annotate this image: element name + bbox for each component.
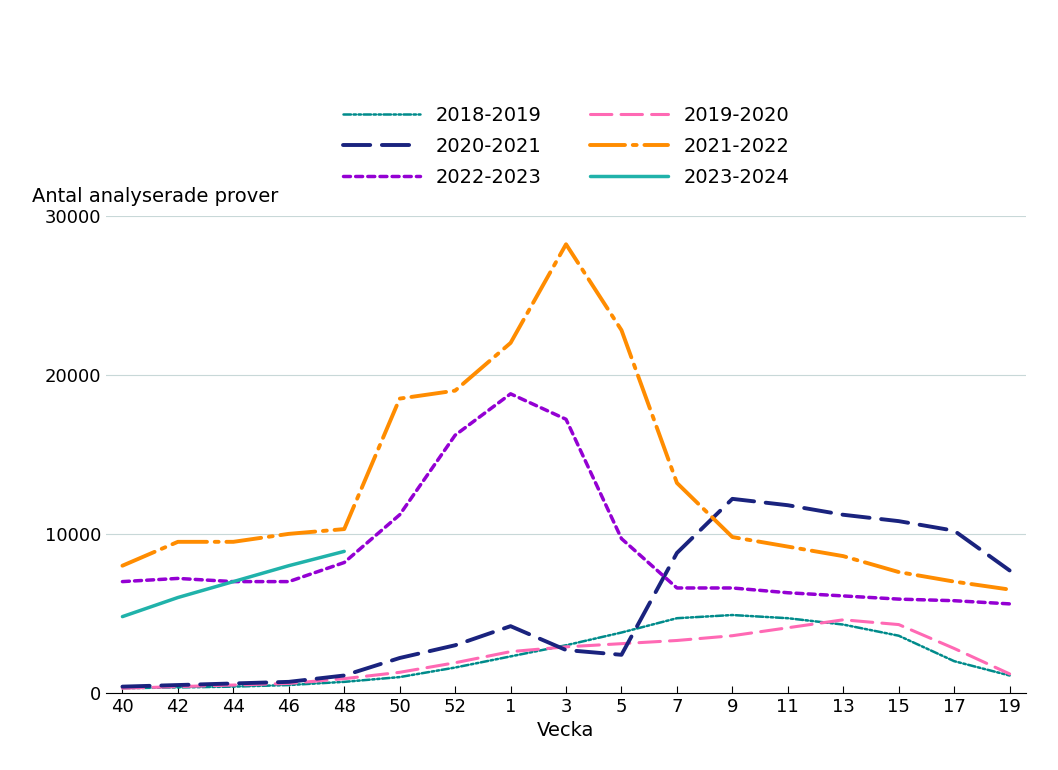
2020-2021 <box>1003 566 1016 575</box>
2022-2023 <box>892 594 905 604</box>
2022-2023 <box>615 534 627 544</box>
2021-2022 <box>227 537 240 547</box>
2023-2024 <box>171 593 184 602</box>
2021-2022 <box>505 338 517 347</box>
2018-2019 <box>560 641 572 650</box>
2022-2023 <box>282 577 295 586</box>
2018-2019 <box>837 620 850 629</box>
2020-2021 <box>505 621 517 631</box>
2022-2023 <box>227 577 240 586</box>
2019-2020 <box>227 681 240 690</box>
Legend: 2018-2019, 2020-2021, 2022-2023, 2019-2020, 2021-2022, 2023-2024: 2018-2019, 2020-2021, 2022-2023, 2019-20… <box>333 96 799 196</box>
X-axis label: Vecka: Vecka <box>537 721 595 741</box>
2021-2022 <box>892 567 905 577</box>
2021-2022 <box>338 524 350 534</box>
2020-2021 <box>726 494 738 504</box>
2019-2020 <box>505 647 517 656</box>
Line: 2022-2023: 2022-2023 <box>123 393 1009 604</box>
2019-2020 <box>782 623 795 632</box>
2020-2021 <box>449 641 461 650</box>
Text: Antal analyserade prover: Antal analyserade prover <box>32 187 278 206</box>
Line: 2021-2022: 2021-2022 <box>123 244 1009 590</box>
2020-2021 <box>282 678 295 687</box>
2018-2019 <box>615 628 627 637</box>
2018-2019 <box>449 663 461 672</box>
2019-2020 <box>948 644 961 653</box>
2020-2021 <box>892 517 905 526</box>
2018-2019 <box>1003 671 1016 680</box>
2020-2021 <box>171 681 184 690</box>
2018-2019 <box>782 614 795 623</box>
2022-2023 <box>171 574 184 583</box>
2023-2024 <box>338 547 350 556</box>
2021-2022 <box>449 386 461 395</box>
2020-2021 <box>615 650 627 659</box>
2020-2021 <box>394 654 406 663</box>
2021-2022 <box>782 542 795 551</box>
2018-2019 <box>282 681 295 690</box>
2020-2021 <box>338 671 350 680</box>
2022-2023 <box>560 415 572 424</box>
2021-2022 <box>282 529 295 538</box>
2020-2021 <box>671 548 683 557</box>
Line: 2020-2021: 2020-2021 <box>123 499 1009 687</box>
2021-2022 <box>837 551 850 561</box>
2020-2021 <box>227 679 240 688</box>
2022-2023 <box>394 511 406 520</box>
2020-2021 <box>560 645 572 654</box>
2021-2022 <box>726 532 738 541</box>
2022-2023 <box>449 430 461 440</box>
2022-2023 <box>671 584 683 593</box>
Line: 2023-2024: 2023-2024 <box>123 551 344 617</box>
2019-2020 <box>1003 669 1016 678</box>
2021-2022 <box>171 537 184 547</box>
2022-2023 <box>782 588 795 598</box>
2018-2019 <box>948 657 961 666</box>
2019-2020 <box>837 615 850 624</box>
2022-2023 <box>726 584 738 593</box>
2019-2020 <box>892 620 905 629</box>
2020-2021 <box>782 500 795 510</box>
2020-2021 <box>948 526 961 535</box>
2019-2020 <box>560 642 572 651</box>
2021-2022 <box>1003 585 1016 594</box>
Line: 2019-2020: 2019-2020 <box>123 620 1009 688</box>
2019-2020 <box>449 658 461 668</box>
2019-2020 <box>171 682 184 691</box>
2020-2021 <box>837 511 850 520</box>
2022-2023 <box>837 591 850 601</box>
2018-2019 <box>116 684 129 693</box>
2021-2022 <box>948 577 961 586</box>
2019-2020 <box>282 679 295 688</box>
2018-2019 <box>338 678 350 687</box>
2020-2021 <box>116 682 129 691</box>
2019-2020 <box>338 674 350 683</box>
2018-2019 <box>892 631 905 641</box>
2023-2024 <box>227 577 240 586</box>
2018-2019 <box>671 614 683 623</box>
2021-2022 <box>671 478 683 487</box>
2023-2024 <box>282 561 295 571</box>
2023-2024 <box>116 612 129 621</box>
2022-2023 <box>1003 599 1016 608</box>
2021-2022 <box>394 394 406 403</box>
2022-2023 <box>505 389 517 398</box>
2018-2019 <box>227 682 240 691</box>
2021-2022 <box>560 239 572 249</box>
2022-2023 <box>948 596 961 605</box>
2019-2020 <box>394 668 406 677</box>
2021-2022 <box>615 326 627 335</box>
2019-2020 <box>726 631 738 641</box>
2019-2020 <box>615 639 627 648</box>
2018-2019 <box>394 672 406 681</box>
2018-2019 <box>505 651 517 661</box>
2021-2022 <box>116 561 129 571</box>
2019-2020 <box>116 684 129 693</box>
Line: 2018-2019: 2018-2019 <box>123 615 1009 688</box>
2022-2023 <box>116 577 129 586</box>
2019-2020 <box>671 636 683 645</box>
2018-2019 <box>726 611 738 620</box>
2022-2023 <box>338 558 350 567</box>
2018-2019 <box>171 683 184 692</box>
